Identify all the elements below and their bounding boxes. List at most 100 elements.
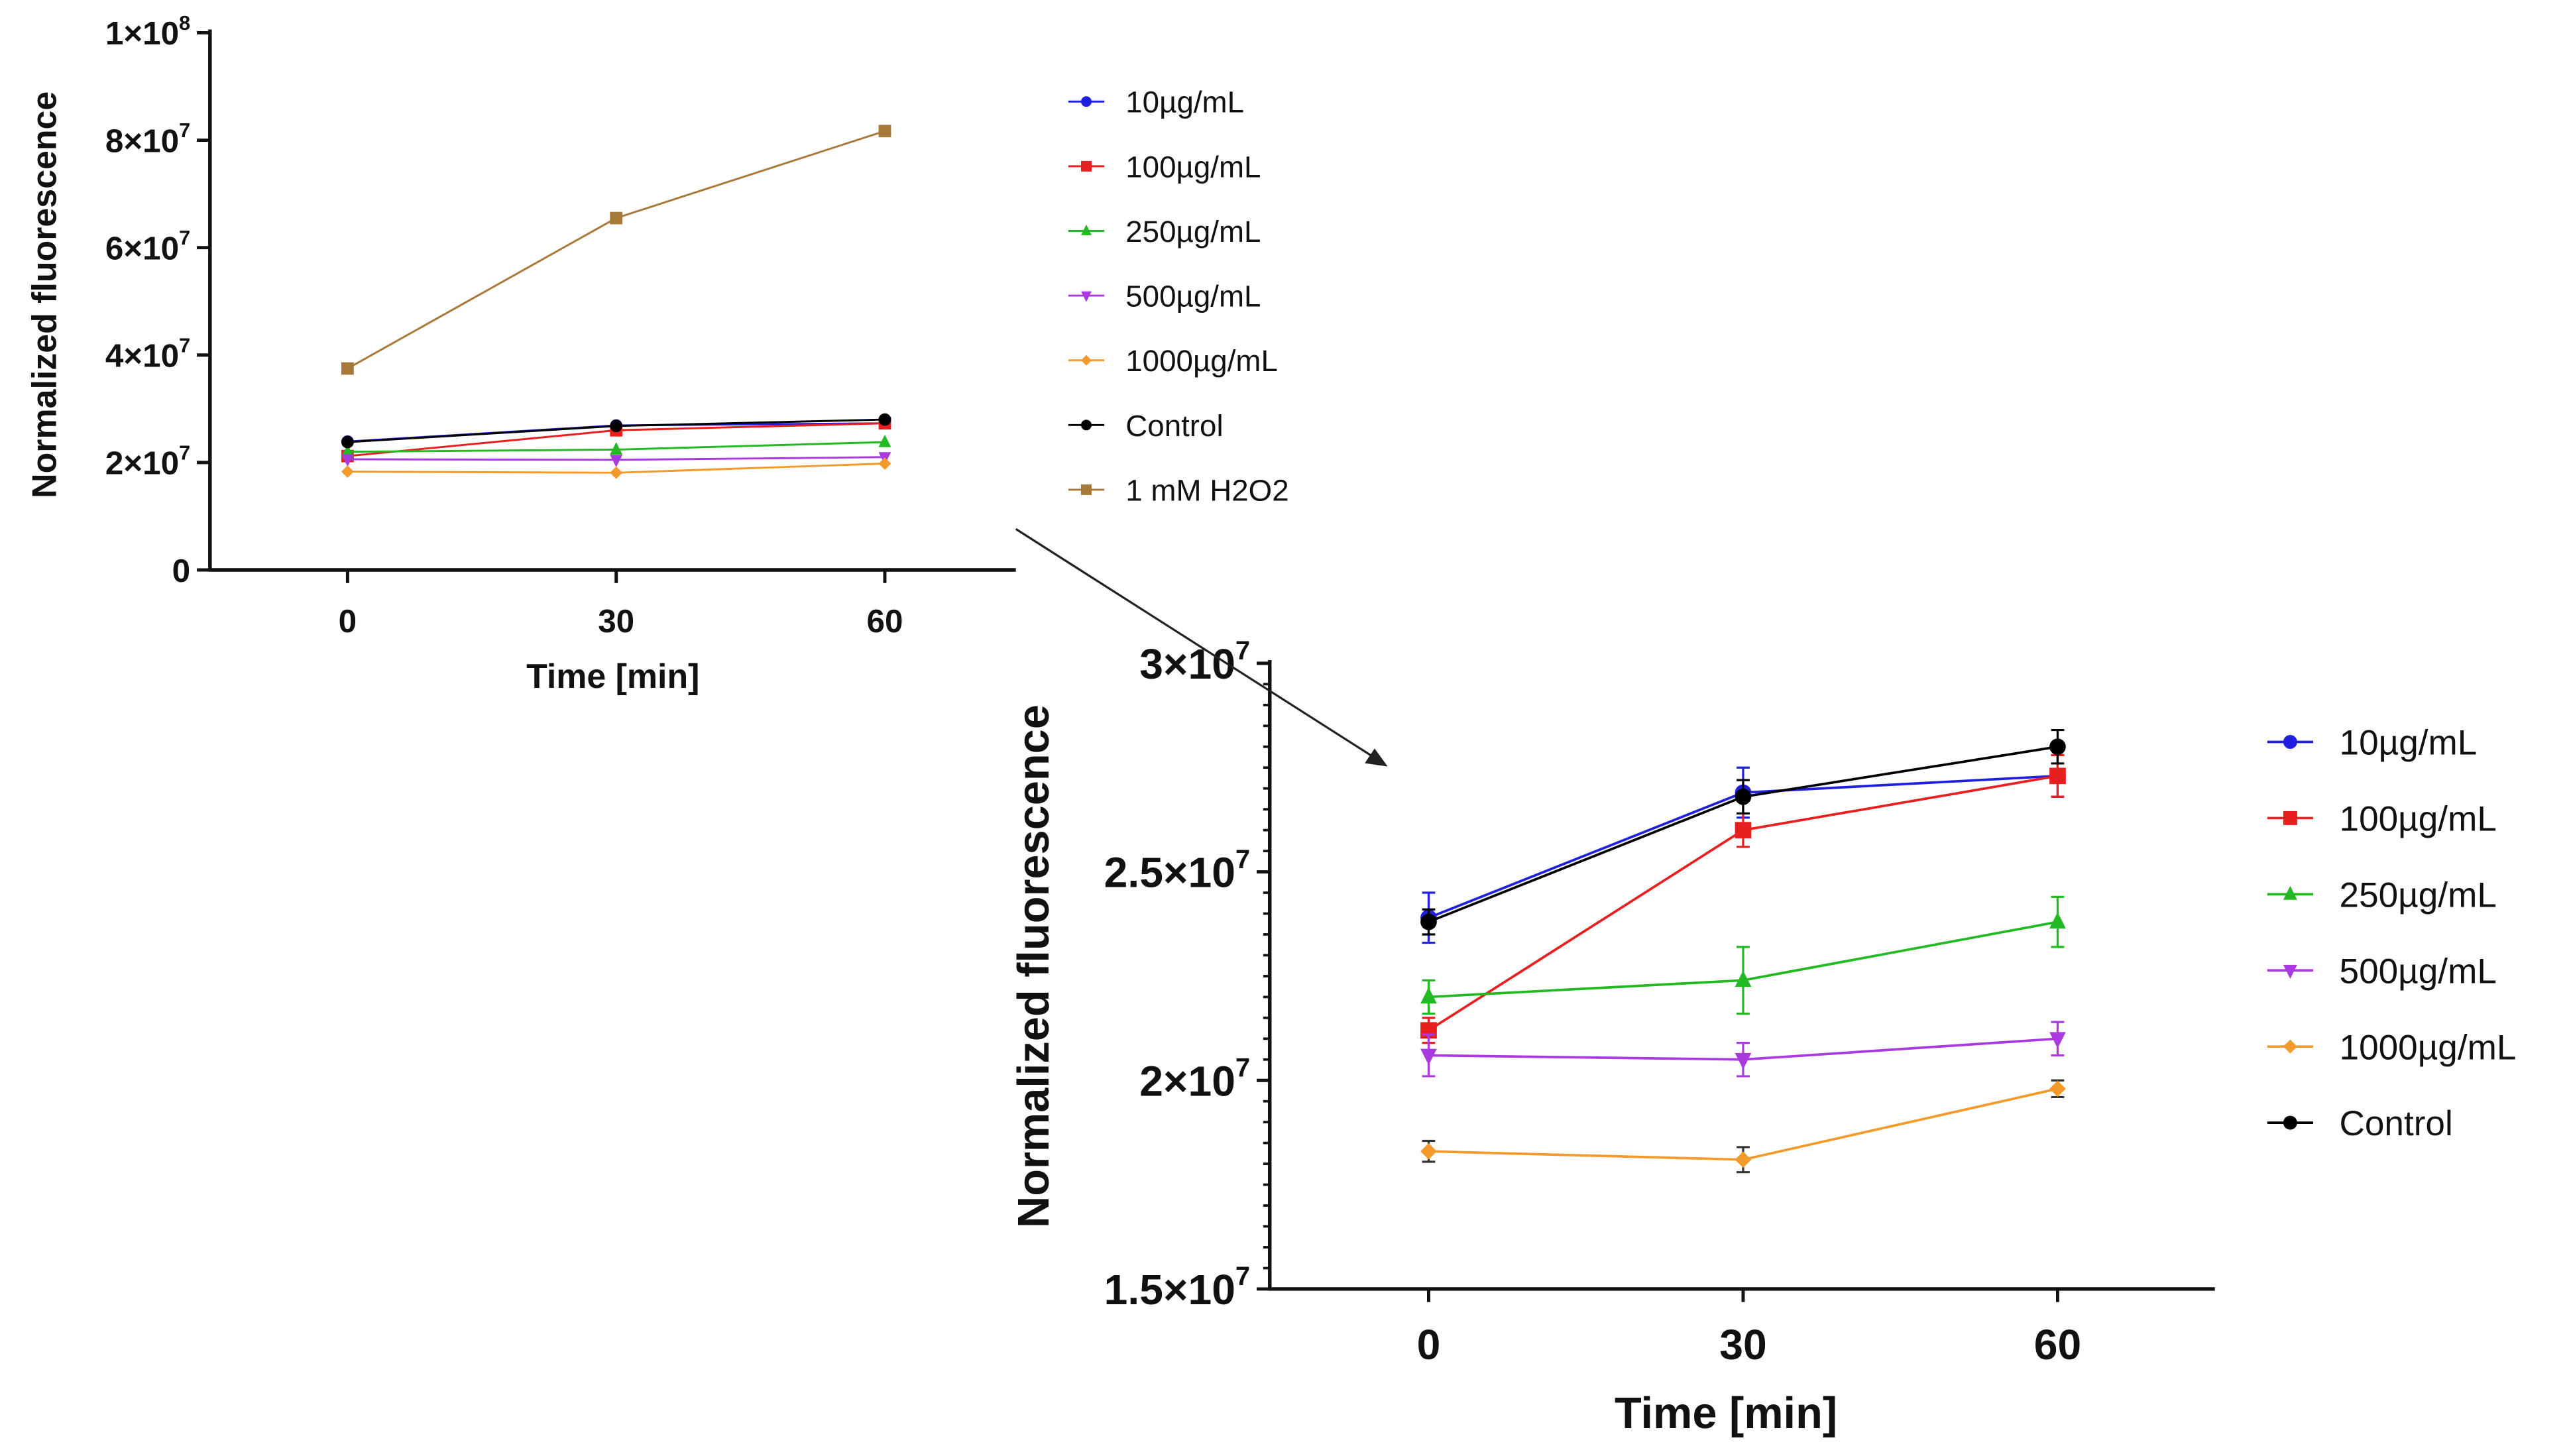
series-control xyxy=(1420,728,2066,936)
x-tick-label: 0 xyxy=(339,603,357,640)
legend-item: 10µg/mL xyxy=(2267,724,2478,763)
legend-item: 1 mM H2O2 xyxy=(1068,473,1289,507)
x-tick-label: 0 xyxy=(1417,1321,1441,1369)
legend-label: 250µg/mL xyxy=(1125,215,1261,249)
legend-label: 1 mM H2O2 xyxy=(1125,473,1288,507)
data-point xyxy=(610,420,623,433)
y-tick-exponent: 7 xyxy=(1235,636,1250,665)
data-point xyxy=(2049,1032,2066,1049)
y-tick-label: 6×107 xyxy=(105,227,190,266)
legend-marker xyxy=(2283,735,2297,750)
legend-item: 100µg/mL xyxy=(2267,800,2497,839)
y-tick-label: 2.5×107 xyxy=(1104,845,1250,897)
y-tick-base: 4×10 xyxy=(105,338,179,374)
legend-item: 250µg/mL xyxy=(2267,875,2497,915)
legend-label: 500µg/mL xyxy=(1125,280,1261,313)
y-tick-exponent: 7 xyxy=(179,227,190,249)
data-point xyxy=(2049,738,2066,756)
y-tick-base: 0 xyxy=(172,553,190,589)
x-tick-label: 30 xyxy=(1719,1321,1766,1369)
y-tick-label: 3×107 xyxy=(1139,636,1250,688)
series-1-mm-h2o2 xyxy=(341,125,891,375)
legend-label: Control xyxy=(2340,1104,2453,1143)
y-tick-exponent: 7 xyxy=(1235,1262,1250,1291)
x-axis-title: Time [min] xyxy=(1615,1389,1837,1438)
data-point xyxy=(341,465,354,478)
data-point xyxy=(2049,1080,2066,1097)
legend-item: 10µg/mL xyxy=(1068,85,1244,119)
legend-item: 1000µg/mL xyxy=(2267,1028,2517,1067)
legend-marker xyxy=(1080,96,1092,107)
y-tick-label: 2×107 xyxy=(1139,1053,1250,1105)
legend-marker xyxy=(1080,484,1092,495)
legend-label: 100µg/mL xyxy=(2340,800,2497,839)
y-tick-base: 2×10 xyxy=(105,445,179,482)
y-tick-exponent: 7 xyxy=(1235,1053,1250,1082)
data-point xyxy=(2049,767,2066,785)
y-tick-label: 0 xyxy=(172,553,190,589)
data-point xyxy=(1420,913,1437,930)
series-1000-g-ml xyxy=(341,457,891,479)
y-tick-base: 1.5×10 xyxy=(1104,1266,1235,1314)
legend-item: Control xyxy=(2267,1104,2453,1143)
zoom-arrow xyxy=(1015,528,1388,767)
data-point xyxy=(1735,822,1752,838)
legend-label: 1000µg/mL xyxy=(2340,1028,2517,1067)
y-tick-label: 1×108 xyxy=(105,12,190,52)
legend-label: 10µg/mL xyxy=(2340,724,2478,763)
data-point xyxy=(1735,1151,1752,1168)
legend-label: 500µg/mL xyxy=(2340,952,2497,991)
legend-marker xyxy=(1080,291,1092,302)
legend-marker xyxy=(1080,420,1092,431)
x-axis-title: Time [min] xyxy=(526,657,699,695)
legend-label: 1000µg/mL xyxy=(1125,344,1278,378)
data-point xyxy=(2049,912,2066,928)
series-control xyxy=(341,413,891,449)
y-tick-exponent: 8 xyxy=(179,12,190,34)
y-tick-exponent: 7 xyxy=(179,334,190,357)
data-point xyxy=(878,413,891,426)
y-tick-base: 2×10 xyxy=(1139,1057,1235,1105)
data-point xyxy=(878,125,891,138)
legend-marker xyxy=(2283,964,2297,979)
legend-item: 500µg/mL xyxy=(2267,952,2497,991)
y-tick-base: 2.5×10 xyxy=(1104,849,1235,897)
y-tick-label: 4×107 xyxy=(105,334,190,374)
y-axis-title: Normalized fluorescence xyxy=(25,91,64,498)
y-tick-exponent: 7 xyxy=(1235,845,1250,874)
data-point xyxy=(1735,970,1752,987)
data-point xyxy=(341,454,354,467)
legend-marker xyxy=(2283,885,2297,900)
y-axis-title: Normalized fluorescence xyxy=(1009,704,1058,1228)
legend-item: 250µg/mL xyxy=(1068,215,1261,249)
series-500-g-ml xyxy=(1420,1021,2066,1078)
y-tick-base: 1×10 xyxy=(105,15,179,52)
legend-marker xyxy=(2283,1115,2297,1130)
data-point xyxy=(878,434,891,447)
data-point xyxy=(341,362,354,375)
legend-label: 250µg/mL xyxy=(2340,875,2497,915)
data-point xyxy=(1735,1052,1752,1070)
data-point xyxy=(1420,1143,1437,1160)
data-point xyxy=(1420,987,1437,1004)
y-tick-exponent: 7 xyxy=(179,441,190,464)
legend-item: Control xyxy=(1068,409,1224,443)
series-1000-g-ml xyxy=(1420,1079,2066,1174)
y-tick-label: 8×107 xyxy=(105,119,190,159)
series-250-g-ml xyxy=(1420,895,2066,1015)
legend-marker xyxy=(1080,160,1092,172)
legend-marker xyxy=(1080,224,1092,235)
legend-label: 10µg/mL xyxy=(1125,85,1244,119)
series-250-g-ml xyxy=(341,434,891,457)
data-point xyxy=(610,466,623,479)
y-tick-exponent: 7 xyxy=(179,119,190,142)
data-point xyxy=(610,455,623,468)
data-point xyxy=(878,457,891,470)
legend-label: Control xyxy=(1125,409,1223,443)
data-point xyxy=(610,211,623,225)
legend-item: 1000µg/mL xyxy=(1068,344,1278,378)
y-tick-label: 2×107 xyxy=(105,441,190,481)
data-point xyxy=(1735,788,1752,805)
legend-item: 500µg/mL xyxy=(1068,280,1261,313)
